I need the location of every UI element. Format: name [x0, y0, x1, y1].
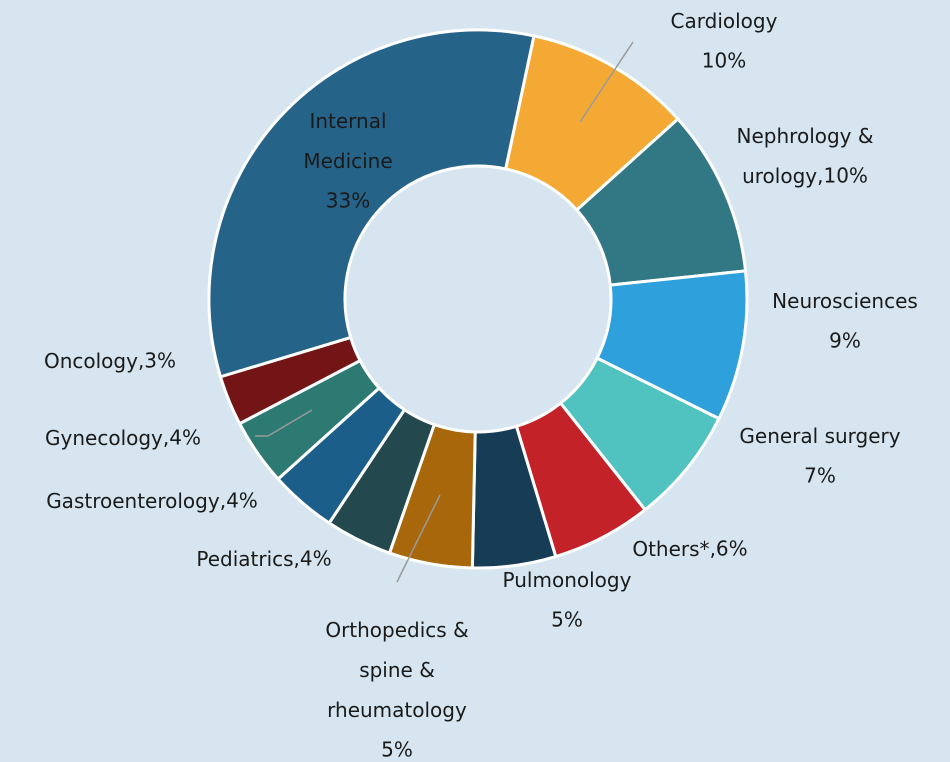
slice-label: Orthopedics & spine & rheumatology — [325, 618, 475, 722]
value-label: 4% — [169, 426, 201, 450]
label-separator: , — [710, 537, 716, 561]
slices — [207, 28, 749, 570]
leader-line — [579, 41, 634, 123]
slice-label: Gastroenterology — [46, 489, 220, 513]
label-line: Orthopedics & — [325, 618, 475, 642]
value-label: 5% — [381, 738, 413, 762]
slice-label: Internal Medicine — [303, 109, 393, 173]
value-label: 6% — [716, 537, 748, 561]
slice-label: General surgery — [739, 424, 900, 448]
label-line: urology — [742, 164, 817, 188]
label-separator: , — [817, 164, 823, 188]
label-line: Cardiology — [671, 9, 778, 33]
label-separator: , — [138, 349, 144, 373]
label-line: Gynecology — [45, 426, 163, 450]
value-label: 33% — [326, 189, 370, 213]
label-line: Nephrology & — [737, 124, 880, 148]
slice-label: Neurosciences — [772, 289, 918, 313]
label-line: spine & — [359, 658, 441, 682]
label-line: rheumatology — [327, 698, 467, 722]
label-line: Medicine — [303, 149, 392, 173]
slice-label: Pulmonology — [503, 568, 632, 592]
label-line: Internal — [309, 109, 392, 133]
value-label: 7% — [804, 464, 836, 488]
label-line: Oncology — [44, 349, 138, 373]
label-separator: , — [294, 547, 300, 571]
label-separator: , — [220, 489, 226, 513]
label-line: General surgery — [739, 424, 900, 448]
slice-label: Cardiology — [671, 9, 778, 33]
label-line: Neurosciences — [772, 289, 918, 313]
value-label: 9% — [829, 329, 861, 353]
leader-line — [255, 409, 313, 437]
label-separator: , — [163, 426, 169, 450]
value-label: 10% — [823, 164, 867, 188]
value-label: 10% — [702, 49, 746, 73]
slice-label: Pediatrics — [196, 547, 293, 571]
slice — [207, 28, 536, 379]
value-label: 4% — [300, 547, 332, 571]
slice-label: Gynecology — [45, 426, 163, 450]
label-line: Gastroenterology — [46, 489, 220, 513]
value-label: 4% — [226, 489, 258, 513]
leader-line — [396, 494, 441, 583]
slice-label: Others* — [632, 537, 709, 561]
value-label: 5% — [551, 608, 583, 632]
value-label: 3% — [144, 349, 176, 373]
slice-label: Nephrology & urology — [737, 124, 880, 188]
label-line: Pediatrics — [196, 547, 293, 571]
label-line: Others* — [632, 537, 709, 561]
slice-label: Oncology — [44, 349, 138, 373]
label-line: Pulmonology — [503, 568, 632, 592]
